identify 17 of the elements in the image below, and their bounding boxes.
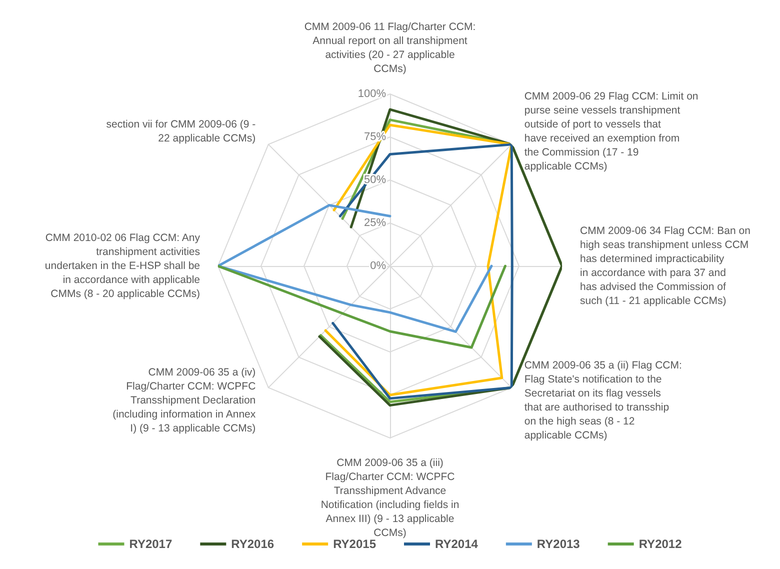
spoke-label: CMM 2009-06 11 Flag/Charter CCM: Annual report on all transhipment activities (20 - 27 applicable CCMs) bbox=[304, 21, 476, 75]
legend-label: RY2014 bbox=[435, 537, 478, 551]
spoke-label: CMM 2009-06 35 a (ii) Flag CCM: Flag State's notification to the Secretariat on its flag vessels that are authorised to transship on the high seas (8 - 12 applicable CCMs) bbox=[524, 359, 682, 442]
spoke-label: CMM 2009-06 35 a (iii) Flag/Charter CCM: WCPFC Transshipment Advance Notification (including fields in Annex III) (9 - 13 applicable CCMs) bbox=[320, 457, 460, 539]
spoke-label: CMM 2009-06 34 Flag CCM: Ban on high seas transhipment unless CCM has determined impracticability in accordance with para 37 and has advised the Commission of such (11 - 21 applicable CCMs) bbox=[580, 225, 751, 307]
legend-label: RY2016 bbox=[231, 537, 274, 551]
spoke-label: CMM 2009-06 29 Flag CCM: Limit on purse seine vessels transhipment outside of port to vessels that have received an exemption from the Commission (17 - 19 applicable CCMs) bbox=[524, 90, 698, 173]
y-tick-label: 0% bbox=[370, 260, 386, 272]
spoke-label: CMM 2010-02 06 Flag CCM: Any transhipment activities undertaken in the E-HSP shall be in accordance with applicable CMMs (8 - 20 applicable CCMs) bbox=[44, 232, 201, 300]
spoke-label: CMM 2009-06 35 a (iv) Flag/Charter CCM: WCPFC Transshipment Declaration (including information in Annex I) (9 - 13 applicable CCMs) bbox=[112, 366, 256, 434]
legend-label: RY2013 bbox=[536, 537, 580, 551]
legend-label: RY2012 bbox=[638, 537, 682, 551]
y-tick-label: 100% bbox=[358, 88, 386, 100]
y-tick-label: 25% bbox=[364, 217, 386, 229]
legend-label: RY2015 bbox=[333, 537, 376, 551]
spoke-label: section vii for CMM 2009-06 (9 - 22 applicable CCMs) bbox=[106, 118, 256, 145]
legend-label: RY2017 bbox=[129, 537, 172, 551]
